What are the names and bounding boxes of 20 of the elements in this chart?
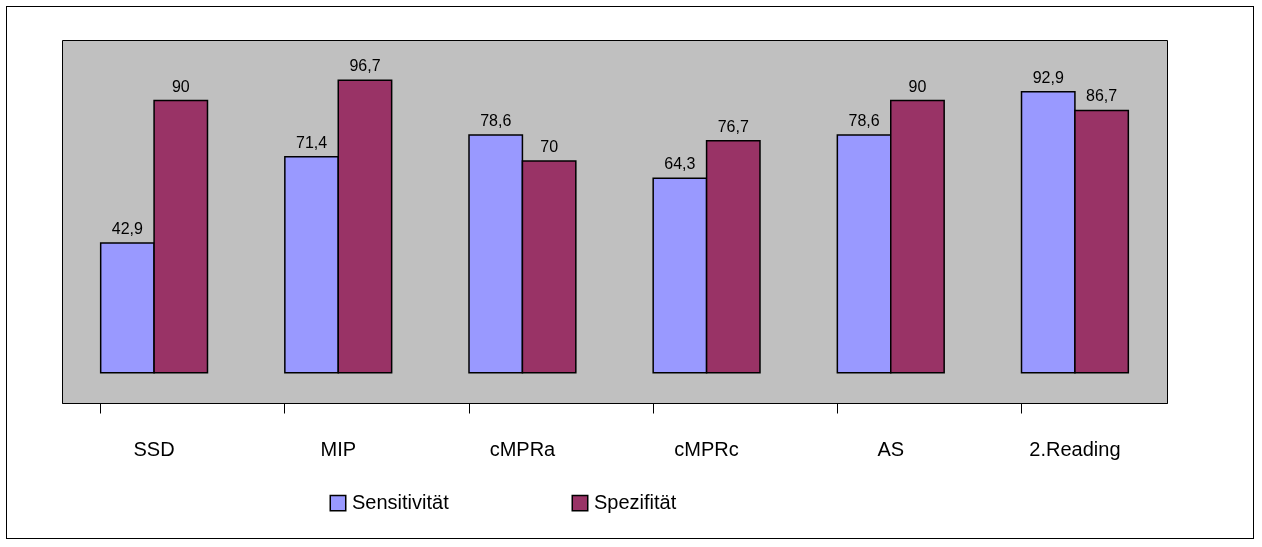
x-tick-label: cMPRa xyxy=(489,437,557,460)
x-tick-label: cMPRc xyxy=(674,437,739,460)
data-label: 90 xyxy=(171,77,190,95)
data-label: 70 xyxy=(540,138,559,155)
legend-label: Spezifität xyxy=(594,491,677,514)
data-label: 76,7 xyxy=(717,117,749,135)
data-label: 96,7 xyxy=(349,57,381,75)
data-label: 78,6 xyxy=(480,111,512,129)
x-tick-label: 2.Reading xyxy=(1029,437,1121,460)
legend-label: Sensitivität xyxy=(352,491,450,514)
x-tick-label: MIP xyxy=(320,437,357,460)
x-tick-label: SSD xyxy=(133,437,175,460)
data-label: 42,9 xyxy=(111,219,144,237)
data-label: 86,7 xyxy=(1086,87,1118,105)
data-label: 90 xyxy=(908,77,927,95)
data-label: 71,4 xyxy=(295,133,328,151)
data-label: 78,6 xyxy=(848,111,880,129)
data-label: 92,9 xyxy=(1032,68,1064,86)
x-tick-label: AS xyxy=(877,437,905,460)
data-label: 64,3 xyxy=(664,155,696,173)
